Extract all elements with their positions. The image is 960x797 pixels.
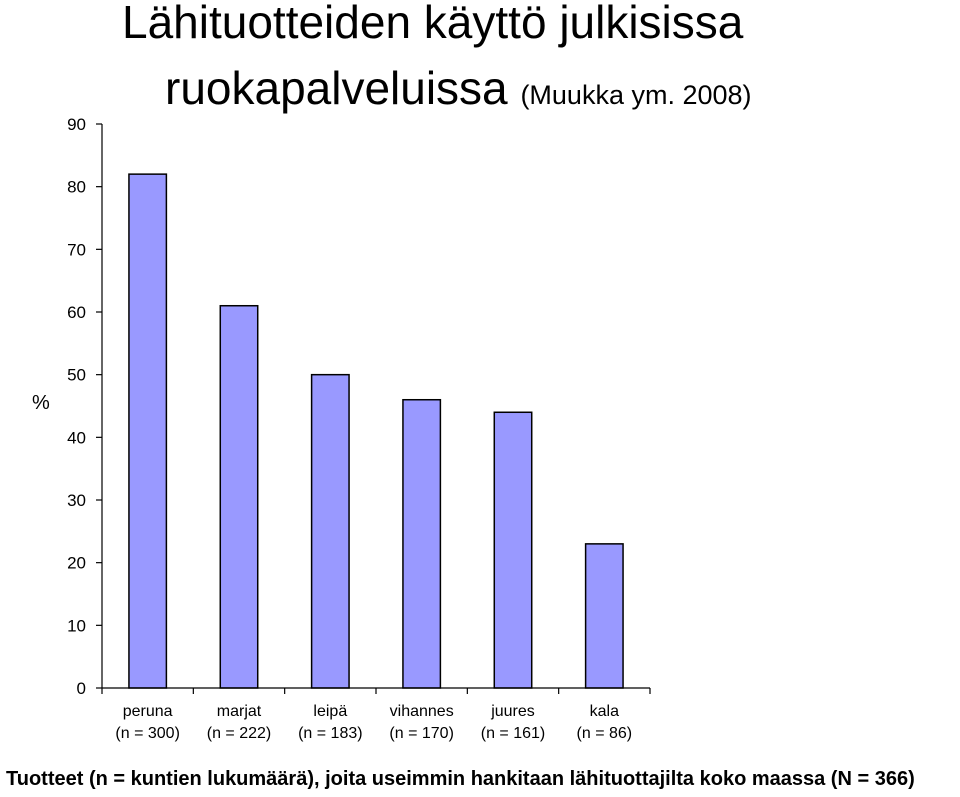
x-tick-count-label: (n = 161) xyxy=(481,725,545,742)
x-tick-count-label: (n = 222) xyxy=(207,725,271,742)
bar xyxy=(493,411,533,689)
y-tick-label: 80 xyxy=(67,178,86,197)
bar xyxy=(219,304,259,689)
x-tick-label: vihannes xyxy=(390,703,454,720)
x-tick-count-label: (n = 183) xyxy=(298,725,362,742)
y-tick-label: 20 xyxy=(67,554,86,573)
x-tick-count-label: (n = 170) xyxy=(389,725,453,742)
bar xyxy=(402,398,442,689)
x-tick-label: kala xyxy=(590,703,619,720)
x-axis-label: Tuotteet (n = kuntien lukumäärä), joita … xyxy=(6,768,915,790)
chart-title-line2: ruokapalveluissa (Muukka ym. 2008) xyxy=(165,62,752,115)
x-tick-count-label: (n = 86) xyxy=(577,725,633,742)
bar xyxy=(128,173,168,689)
x-tick-label: peruna xyxy=(123,703,173,720)
chart-title-line2-text: ruokapalveluissa xyxy=(165,62,508,114)
y-axis: 0 10 20 30 40 50 60 70 80 90 xyxy=(67,115,103,698)
chart-title-line1: Lähituotteiden käyttö julkisissa xyxy=(122,0,744,48)
y-tick-label: 90 xyxy=(67,115,86,134)
bar xyxy=(310,373,350,689)
y-tick-label: 30 xyxy=(67,491,86,510)
y-tick-label: 0 xyxy=(77,679,86,698)
x-tick-label: leipä xyxy=(313,703,347,720)
y-tick-label: 50 xyxy=(67,366,86,385)
y-tick-label: 60 xyxy=(67,303,86,322)
x-tick-count-label: (n = 300) xyxy=(115,725,179,742)
x-tick-label: marjat xyxy=(217,703,262,720)
bar xyxy=(584,543,624,689)
bars xyxy=(128,173,624,689)
y-tick-label: 40 xyxy=(67,428,86,447)
y-tick-label: 70 xyxy=(67,240,86,259)
x-tick-label: juures xyxy=(490,703,535,720)
x-axis: peruna (n = 300) marjat (n = 222) leipä (n = … xyxy=(101,687,651,742)
chart-subtitle: (Muukka ym. 2008) xyxy=(520,80,752,110)
y-tick-label: 10 xyxy=(67,616,86,635)
y-axis-label: % xyxy=(32,392,50,414)
